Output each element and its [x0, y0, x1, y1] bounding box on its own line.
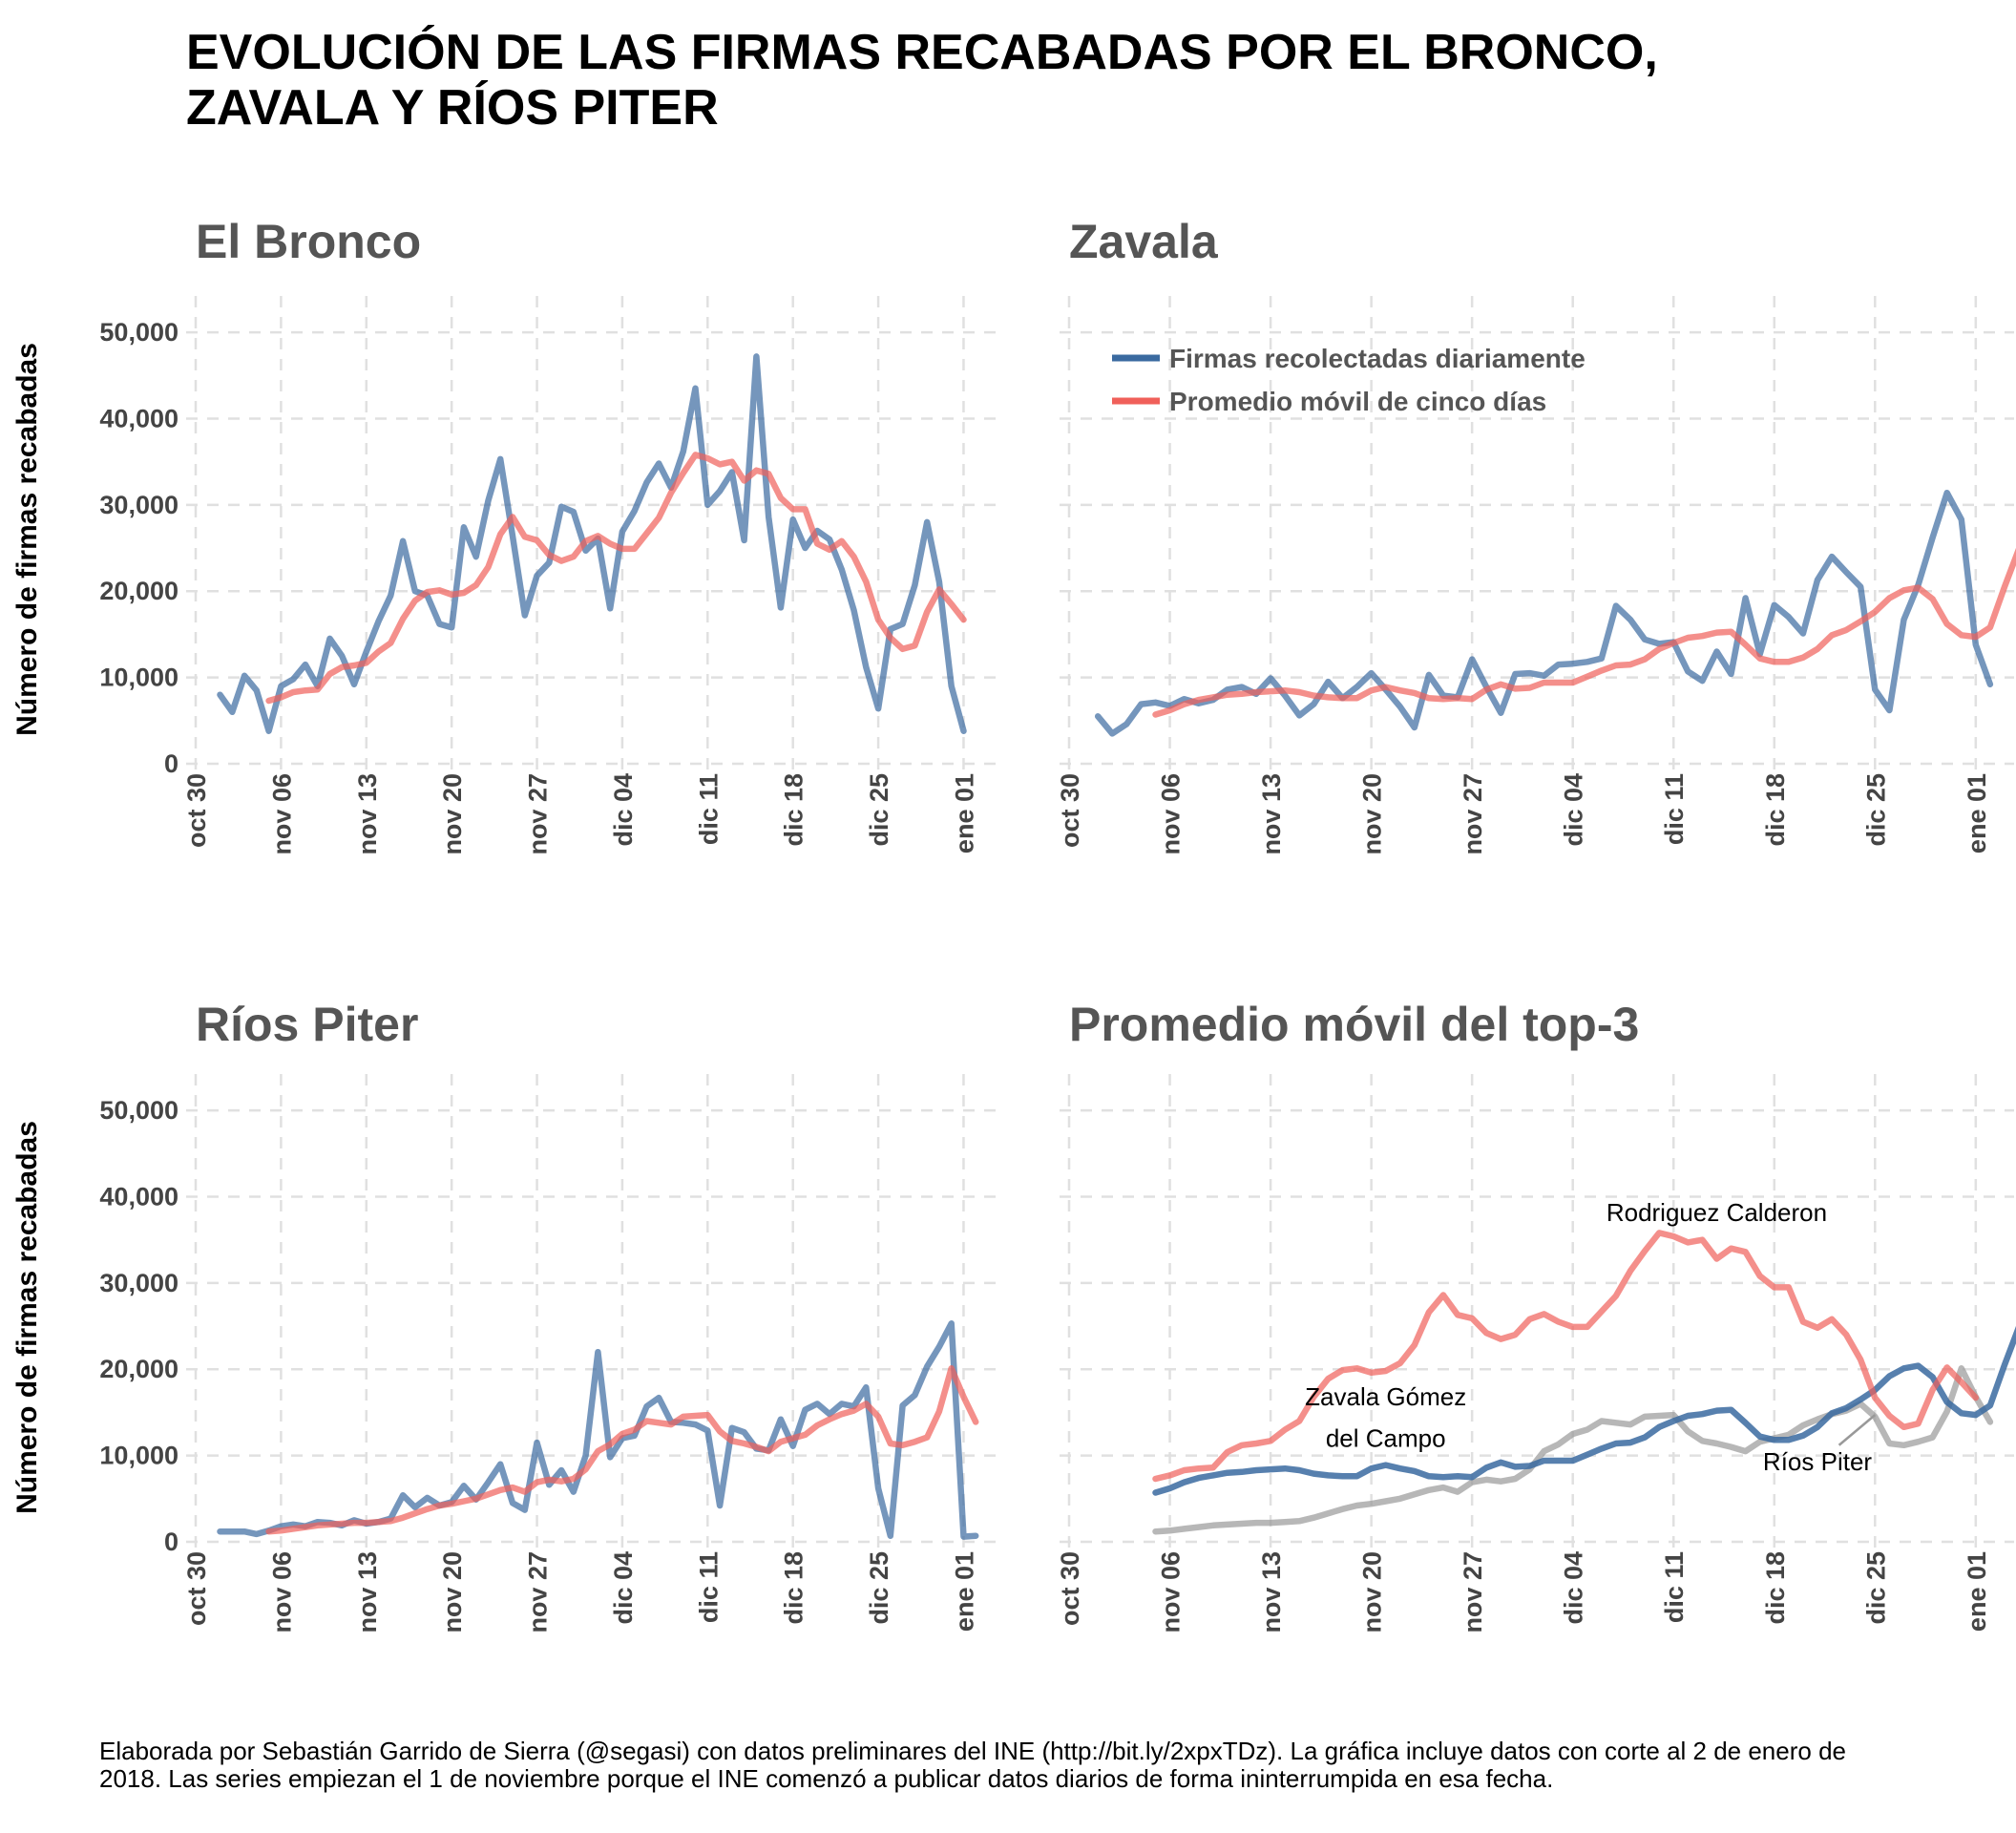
series-line-moving-average: [265, 452, 967, 705]
x-tick-label: nov 27: [524, 773, 553, 855]
series-line-moving-average: [1152, 547, 2016, 718]
x-tick-label: nov 06: [1157, 773, 1186, 855]
y-tick-label: 20,000: [99, 577, 178, 605]
x-tick-label: dic 25: [1861, 1551, 1890, 1625]
legend-label-moving-average: Promedio móvil de cinco días: [1169, 387, 1546, 416]
x-tick-label: nov 20: [438, 1551, 467, 1633]
x-tick-label: dic 04: [609, 773, 638, 847]
y-tick-label: 40,000: [99, 1182, 178, 1211]
x-tick-label: dic 18: [780, 1551, 808, 1625]
x-tick-label: dic 18: [1761, 1551, 1790, 1625]
x-tick-label: dic 18: [780, 773, 808, 847]
x-tick-label: ene 01: [1963, 1551, 1991, 1632]
annotation-zavala-line2: del Campo: [1326, 1424, 1446, 1453]
x-tick-label: dic 25: [1861, 773, 1890, 847]
y-tick-label: 0: [164, 749, 178, 778]
y-tick-label: 30,000: [99, 491, 178, 519]
x-tick-label: dic 04: [1560, 1551, 1588, 1625]
y-axis-label: Número de firmas recabadas: [11, 343, 43, 736]
annotation-rodriguez-calderon: Rodriguez Calderon: [1606, 1198, 1827, 1227]
series-line-daily: [217, 353, 967, 734]
y-tick-label: 20,000: [99, 1355, 178, 1383]
series-line-moving-average: [265, 1365, 979, 1535]
panel-0: El Bronco 0 10,000 20,000 30,000 40,000 50,000…: [11, 215, 998, 855]
x-tick-label: nov 06: [267, 1551, 296, 1633]
y-tick-label: 30,000: [99, 1269, 178, 1297]
panel-title: El Bronco: [196, 215, 421, 268]
x-tick-label: dic 18: [1761, 773, 1790, 847]
x-tick-label: oct 30: [182, 1551, 211, 1626]
x-tick-label: nov 27: [1459, 773, 1487, 855]
x-tick-label: dic 11: [1660, 773, 1689, 845]
y-axis-label: Número de firmas recabadas: [11, 1121, 43, 1514]
x-tick-label: dic 25: [865, 773, 893, 847]
main-title-line2: ZAVALA Y RÍOS PITER: [186, 80, 719, 136]
series-line-daily: [217, 1320, 979, 1540]
panel-2: Ríos Piter 0 10,000 20,000 30,000 40,000 50,00…: [11, 998, 998, 1633]
y-tick-label: 10,000: [99, 1442, 178, 1470]
x-tick-label: nov 13: [353, 773, 382, 855]
annotation-rios-piter: Ríos Piter: [1763, 1447, 1872, 1476]
main-title-line1: EVOLUCIÓN DE LAS FIRMAS RECABADAS POR EL…: [186, 25, 1658, 80]
caption: Elaborada por Sebastián Garrido de Sierr…: [99, 1737, 1846, 1793]
x-tick-label: nov 06: [1157, 1551, 1186, 1633]
x-tick-label: dic 11: [694, 1551, 723, 1623]
panel-title: Zavala: [1069, 215, 1219, 268]
panel-1: Zavala oct 30 nov 06 nov 13 nov 20 nov 27 dic …: [1056, 215, 2016, 855]
x-tick-label: oct 30: [1056, 1551, 1084, 1626]
panels: El Bronco 0 10,000 20,000 30,000 40,000 50,000…: [11, 215, 2016, 1633]
y-tick-label: 50,000: [99, 318, 178, 347]
panel-title: Ríos Piter: [196, 998, 418, 1051]
x-tick-label: oct 30: [182, 773, 211, 848]
x-tick-label: nov 20: [1358, 773, 1387, 855]
panel-3: Promedio móvil del top-3 oct 30 nov 06 nov …: [1056, 998, 2016, 1633]
y-tick-label: 10,000: [99, 664, 178, 692]
x-tick-label: dic 04: [1560, 773, 1588, 847]
x-tick-label: ene 01: [950, 773, 978, 853]
x-tick-label: dic 04: [609, 1551, 638, 1625]
x-tick-label: nov 20: [1358, 1551, 1387, 1633]
annotation-rios-leader: [1838, 1414, 1877, 1446]
legend-label-daily: Firmas recolectadas diariamente: [1169, 344, 1586, 373]
x-tick-label: nov 27: [1459, 1551, 1487, 1633]
x-tick-label: nov 13: [1257, 1551, 1286, 1633]
series-line-zavala: [1152, 1325, 2016, 1496]
y-tick-label: 50,000: [99, 1096, 178, 1125]
x-tick-label: nov 27: [524, 1551, 553, 1633]
annotation-zavala-line1: Zavala Gómez: [1305, 1382, 1466, 1411]
series-line-rodriguez-calderon: [1152, 1230, 1980, 1483]
x-tick-label: dic 25: [865, 1551, 893, 1625]
x-tick-label: dic 11: [694, 773, 723, 845]
x-tick-label: ene 01: [1963, 773, 1991, 853]
y-tick-label: 40,000: [99, 404, 178, 432]
x-tick-label: nov 13: [1257, 773, 1286, 855]
x-tick-label: nov 20: [438, 773, 467, 855]
x-tick-label: nov 06: [267, 773, 296, 855]
series-line-daily: [1094, 489, 1994, 737]
y-tick-label: 0: [164, 1528, 178, 1556]
x-tick-label: dic 11: [1660, 1551, 1689, 1623]
x-tick-label: oct 30: [1056, 773, 1084, 848]
x-tick-label: ene 01: [950, 1551, 978, 1632]
x-tick-label: nov 13: [353, 1551, 382, 1633]
panel-title: Promedio móvil del top-3: [1069, 998, 1639, 1051]
